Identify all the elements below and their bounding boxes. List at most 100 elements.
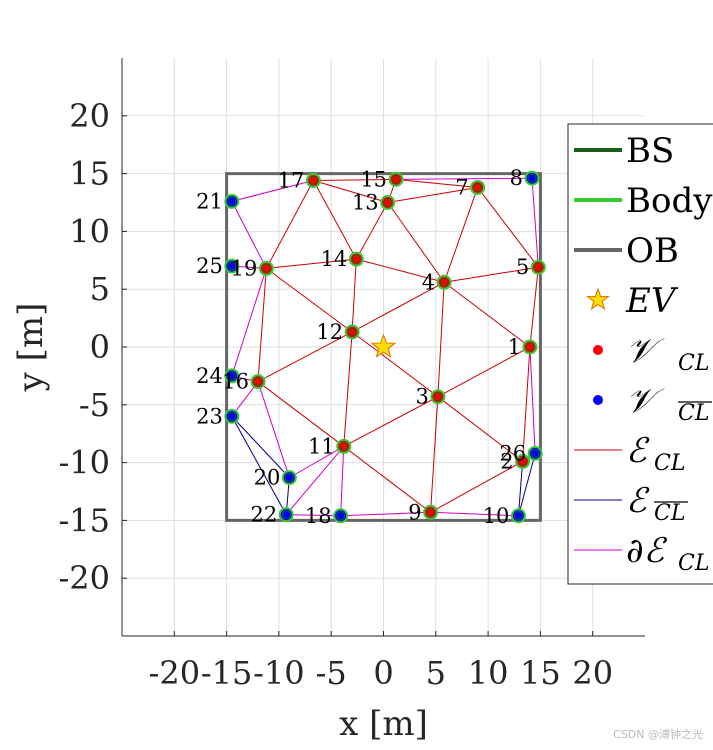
edge-cl [343, 331, 353, 447]
legend-sub-e_noncl: CL [654, 501, 685, 526]
node-14 [348, 251, 364, 267]
node-bs-24 [227, 371, 237, 381]
edge-noncl [517, 453, 536, 516]
edge-cl [343, 396, 439, 447]
y-tick-label: 5 [90, 270, 110, 308]
edge-cl [257, 331, 353, 383]
node-label-3: 3 [416, 385, 429, 409]
edge-cl [437, 396, 523, 462]
node-bs-2 [518, 456, 528, 466]
edge-noncl [231, 416, 290, 478]
node-3 [430, 389, 446, 405]
node-4 [436, 274, 452, 290]
x-tick-label: -10 [253, 654, 305, 692]
edge-cl [266, 267, 353, 333]
node-22 [278, 507, 294, 523]
x-tick-label: -15 [201, 654, 253, 692]
edge-boundary [231, 201, 267, 269]
y-tick-label: -10 [58, 444, 110, 482]
nodes [224, 170, 546, 524]
edge-cl [257, 381, 345, 447]
node-label-9: 9 [408, 500, 421, 524]
node-bs-5 [533, 262, 543, 272]
y-tick-label: 0 [90, 328, 110, 366]
y-tick-label: 20 [69, 97, 110, 135]
ev-marker [370, 333, 397, 358]
node-5 [530, 259, 546, 275]
node-23 [224, 408, 240, 424]
legend-sub-v_noncl: CL [678, 401, 709, 426]
observation-boundary [225, 172, 542, 522]
node-15 [388, 171, 404, 187]
watermark: CSDN @溥钟之光 [613, 728, 703, 741]
legend-label-e_boundary: ∂ℰ [626, 531, 668, 571]
node-label-14: 14 [321, 247, 348, 271]
node-bs-8 [527, 173, 537, 183]
node-bs-15 [391, 174, 401, 184]
legend-sub-e_cl: CL [654, 451, 685, 476]
node-bs-17 [308, 176, 318, 186]
node-label-26: 26 [499, 441, 526, 465]
node-18 [333, 508, 349, 524]
node-7 [470, 179, 486, 195]
node-label-8: 8 [510, 166, 523, 190]
edge-cl [257, 268, 267, 382]
node-bs-9 [426, 507, 436, 517]
edge-cl [387, 186, 478, 203]
node-label-21: 21 [196, 189, 223, 213]
node-label-1: 1 [508, 335, 521, 359]
ev-star [370, 333, 397, 358]
x-tick-label: 5 [426, 654, 446, 692]
y-tick-label: -15 [58, 501, 110, 539]
edge-cl [477, 187, 539, 268]
edge-cl [437, 282, 445, 397]
node-label-16: 16 [222, 370, 249, 394]
node-bs-20 [284, 473, 294, 483]
edge-noncl [517, 461, 524, 516]
edge-cl [351, 281, 445, 333]
edge-boundary [396, 177, 533, 180]
legend-sub-v_cl: CL [678, 351, 709, 376]
edge-boundary [231, 268, 267, 377]
edge-cl [522, 346, 531, 462]
edge-cl [387, 202, 445, 283]
node-17 [305, 173, 321, 189]
edge-cl [313, 180, 388, 203]
edge-cl [313, 178, 397, 182]
edge-boundary [285, 446, 345, 515]
node-13 [380, 195, 396, 210]
edge-cl [396, 178, 478, 188]
legend-label-ev: EV [625, 281, 679, 321]
edge-boundary [340, 511, 431, 517]
node-bs-19 [261, 263, 271, 273]
node-label-18: 18 [305, 504, 332, 528]
edge-boundary [531, 178, 539, 268]
edge-boundary [529, 346, 536, 454]
node-label-17: 17 [278, 169, 305, 193]
legend-sub-e_boundary: CL [678, 551, 709, 576]
node-bs-18 [336, 511, 346, 521]
node-11 [336, 438, 352, 454]
node-bs-10 [513, 511, 523, 521]
node-10 [510, 508, 526, 524]
observation-boundary-rect [225, 172, 542, 522]
node-bs-23 [227, 411, 237, 421]
node-label-7: 7 [455, 175, 468, 199]
edges [231, 177, 539, 517]
edge-boundary [257, 381, 290, 478]
legend-label-bs: BS [626, 131, 674, 171]
legend-label-e_cl: ℰ [626, 431, 650, 471]
node-label-5: 5 [516, 255, 529, 279]
node-label-12: 12 [316, 320, 343, 344]
edge-boundary [286, 514, 341, 517]
x-tick-label: 0 [373, 654, 393, 692]
node-bs-26 [530, 448, 540, 458]
x-tick-label: 10 [468, 654, 509, 692]
legend-symbol-v_noncl [593, 395, 603, 405]
node-21 [224, 193, 240, 209]
node-label-4: 4 [422, 270, 435, 294]
edge-cl [444, 266, 539, 283]
node-label-11: 11 [308, 434, 335, 458]
